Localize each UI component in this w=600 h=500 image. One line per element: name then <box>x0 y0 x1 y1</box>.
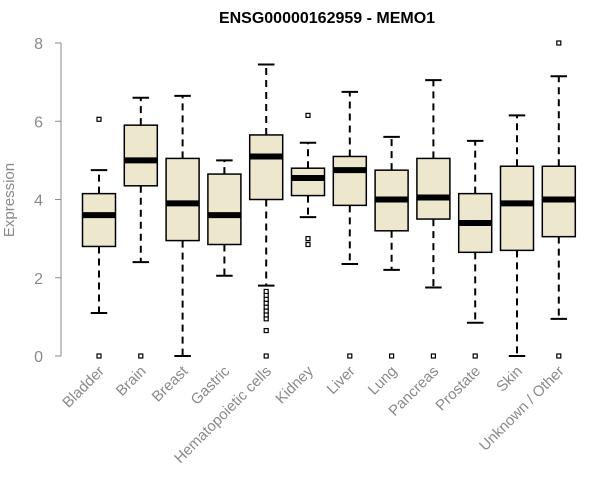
box-rect <box>332 155 368 207</box>
outlier-point <box>305 236 311 242</box>
x-tick-label: Bladder <box>59 363 108 412</box>
chart-title: ENSG00000162959 - MEMO1 <box>219 10 435 27</box>
outlier-point <box>305 241 311 248</box>
box-kidney <box>290 112 326 248</box>
box-pancreas <box>416 79 451 359</box>
outlier-point <box>96 116 102 122</box>
x-tick-label: Lung <box>365 363 401 399</box>
box-skin <box>499 114 535 357</box>
outlier-point <box>472 353 478 359</box>
x-tick-label: Liver <box>324 363 359 398</box>
box-lung <box>374 135 409 359</box>
box-hematopoietic-cells <box>248 63 284 359</box>
outlier-point <box>389 353 395 359</box>
outlier-point <box>263 288 269 295</box>
box-gastric <box>207 159 242 277</box>
x-tick-label: Breast <box>149 362 192 405</box>
box-rect <box>499 165 535 252</box>
box-brain <box>123 96 159 359</box>
y-axis-ticks: 0 2 4 6 8 <box>34 36 61 366</box>
x-tick-label: Prostate <box>432 363 484 415</box>
y-tick-label: 6 <box>34 114 43 131</box>
x-tick-label: Brain <box>113 363 150 400</box>
box-rect <box>416 157 451 220</box>
outlier-point <box>556 40 562 46</box>
y-axis-label: Expression <box>1 163 18 237</box>
y-tick-label: 4 <box>34 193 43 210</box>
y-tick-label: 8 <box>34 36 43 53</box>
box-breast <box>165 94 200 357</box>
y-tick-label: 0 <box>34 349 43 366</box>
outlier-point <box>138 353 144 359</box>
boxes-group <box>81 40 577 359</box>
box-rect <box>290 167 326 197</box>
box-liver <box>332 90 368 359</box>
box-rect <box>81 192 117 248</box>
outlier-point <box>96 353 102 359</box>
outlier-point <box>347 353 353 359</box>
outlier-point <box>263 353 269 359</box>
box-rect <box>248 134 284 201</box>
outlier-point <box>430 353 436 359</box>
box-bladder <box>81 116 117 359</box>
x-tick-label: Skin <box>493 363 526 396</box>
x-tick-label: Kidney <box>272 362 317 407</box>
box-rect <box>123 124 159 187</box>
box-rect <box>165 157 200 242</box>
box-rect <box>207 173 242 246</box>
outlier-point <box>556 353 562 359</box>
box-unknown-other <box>541 40 577 359</box>
outlier-point <box>305 112 311 118</box>
outlier-point <box>263 327 269 334</box>
box-prostate <box>457 139 493 359</box>
y-tick-label: 2 <box>34 271 43 288</box>
